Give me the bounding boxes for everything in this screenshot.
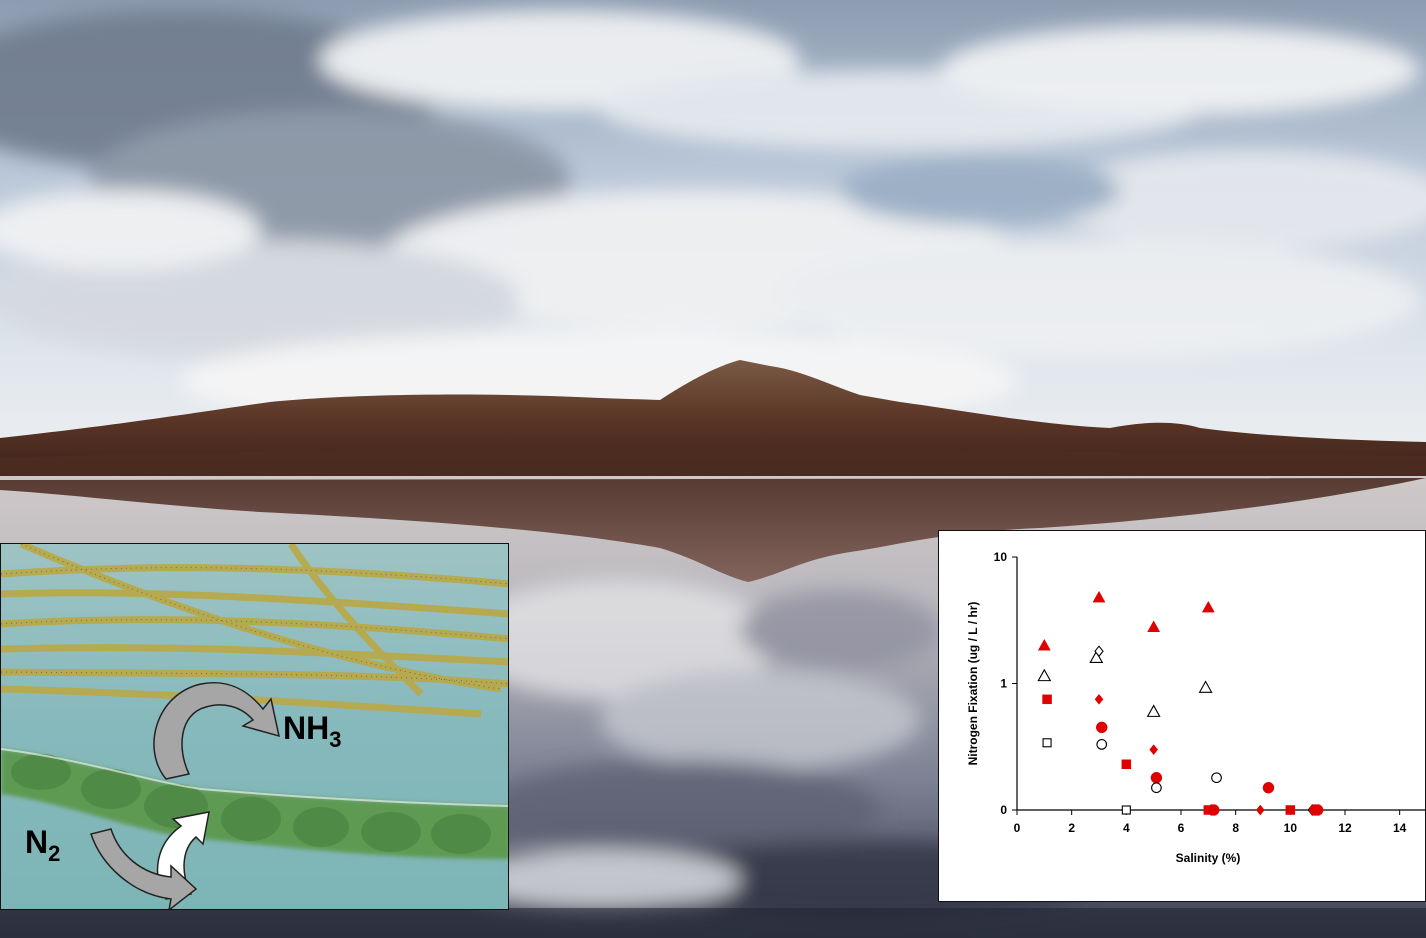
x-axis-title: Salinity (%)	[1176, 851, 1241, 865]
y-axis-title: Nitrogen Fixation (ug / L / hr)	[966, 602, 980, 766]
data-point-filled-triangle	[1148, 621, 1160, 632]
x-tick-label: 0	[1014, 821, 1021, 835]
data-point-filled-square	[1204, 806, 1213, 815]
data-point-open-square	[1122, 806, 1130, 814]
cyanobacteria-micrograph: NH3 N2	[0, 543, 509, 910]
data-point-filled-square	[1122, 760, 1131, 769]
ammonia-label: NH3	[283, 710, 341, 747]
data-point-open-circle	[1152, 783, 1162, 793]
y-tick-label: 10	[994, 550, 1008, 564]
nitrogen-fixation-chart: 0 2 4 6 8 10 12 14 0 1 10 Salinity (%) Nitrogen Fixa…	[938, 530, 1426, 902]
x-tick-label: 14	[1393, 821, 1407, 835]
data-point-open-square	[1043, 739, 1051, 747]
x-tick-label: 2	[1068, 821, 1075, 835]
data-point-filled-square	[1286, 806, 1295, 815]
data-point-filled-square	[1043, 695, 1052, 704]
data-point-open-triangle	[1148, 706, 1160, 717]
y-tick-label: 1	[1000, 677, 1007, 691]
data-point-filled-diamond	[1256, 805, 1264, 815]
data-point-open-triangle	[1038, 670, 1050, 681]
micrograph-image	[1, 544, 509, 910]
data-point-filled-triangle	[1038, 639, 1050, 650]
x-tick-label: 6	[1178, 821, 1185, 835]
data-point-open-triangle	[1200, 681, 1212, 692]
nitrogen-label: N2	[25, 824, 60, 861]
data-point-filled-circle	[1151, 772, 1162, 783]
data-point-filled-diamond	[1150, 745, 1158, 755]
y-tick-label: 0	[1000, 803, 1007, 817]
x-tick-label: 4	[1123, 821, 1130, 835]
data-point-open-circle	[1212, 773, 1222, 783]
data-point-filled-diamond	[1095, 694, 1103, 704]
x-tick-label: 12	[1338, 821, 1352, 835]
x-tick-label: 10	[1284, 821, 1298, 835]
data-point-filled-triangle	[1202, 601, 1214, 612]
data-point-filled-circle	[1263, 782, 1274, 793]
data-point-filled-circle	[1312, 805, 1323, 816]
data-point-filled-triangle	[1093, 591, 1105, 602]
x-tick-label: 8	[1232, 821, 1239, 835]
data-point-open-circle	[1097, 740, 1107, 750]
scatter-plot: 0 2 4 6 8 10 12 14 0 1 10 Salinity (%) Nitrogen Fixa…	[939, 531, 1426, 903]
data-point-filled-circle	[1096, 722, 1107, 733]
